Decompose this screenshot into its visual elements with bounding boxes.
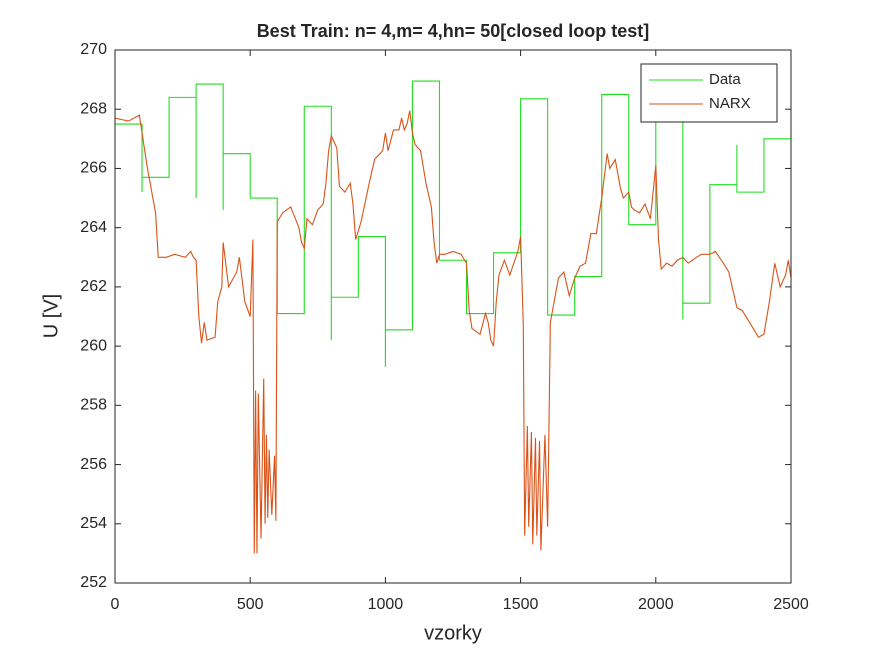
y-tick-label: 258 xyxy=(80,397,107,414)
legend-box xyxy=(640,63,778,123)
y-tick-label: 268 xyxy=(80,100,107,117)
y-tick-label: 254 xyxy=(80,515,107,532)
data-line xyxy=(115,70,791,367)
y-axis-label: U [V] xyxy=(40,294,62,338)
data-line xyxy=(114,110,792,554)
y-tick-label: 270 xyxy=(80,41,107,58)
y-tick-label: 264 xyxy=(80,219,107,236)
legend-label: NARX xyxy=(709,95,751,112)
y-tick-label: 256 xyxy=(80,456,107,473)
y-tick-label: 262 xyxy=(80,278,107,295)
x-tick-label: 500 xyxy=(237,596,264,613)
axes-box xyxy=(114,49,792,584)
x-tick-label: 2000 xyxy=(638,596,674,613)
x-tick-label: 2500 xyxy=(773,596,809,613)
y-tick-label: 260 xyxy=(80,337,107,354)
x-axis-label: vzorky xyxy=(424,622,482,644)
y-tick-label: 266 xyxy=(80,160,107,177)
legend-label: Data xyxy=(709,71,741,88)
chart-title: Best Train: n= 4,m= 4,hn= 50[closed loop… xyxy=(257,21,650,41)
plot-area xyxy=(115,50,791,583)
x-tick-label: 1500 xyxy=(503,596,539,613)
y-tick-label: 252 xyxy=(80,574,107,591)
x-tick-label: 1000 xyxy=(368,596,404,613)
x-tick-label: 0 xyxy=(111,596,120,613)
legend: Data NARX xyxy=(640,63,778,123)
